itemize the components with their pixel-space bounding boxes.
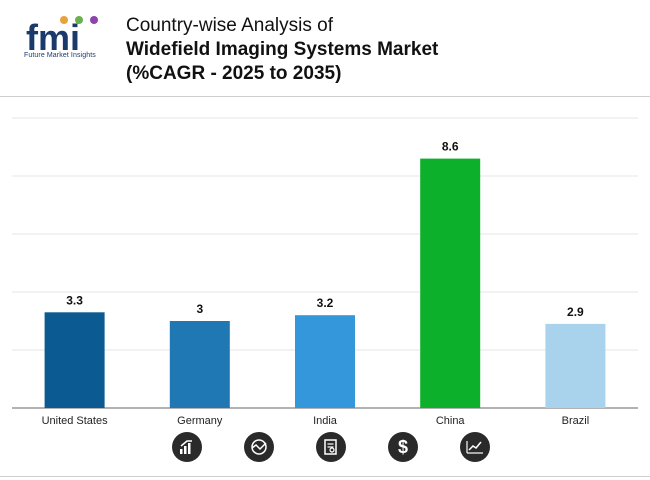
x-tick-label: China xyxy=(436,415,466,427)
footer-icons: $ xyxy=(0,432,650,472)
logo-text: fmi xyxy=(26,17,80,58)
trend-line-icon xyxy=(460,432,490,462)
data-label: 2.9 xyxy=(567,305,584,319)
growth-chart-icon xyxy=(172,432,202,462)
header-divider xyxy=(0,96,650,97)
data-label: 8.6 xyxy=(442,140,459,154)
data-label: 3 xyxy=(196,302,203,316)
bar-germany xyxy=(169,321,230,408)
report-search-icon xyxy=(316,432,346,462)
header: fmi Future Market Insights Country-wise … xyxy=(0,0,650,96)
title-line-1: Country-wise Analysis of xyxy=(126,15,333,36)
bar-india xyxy=(295,315,355,408)
x-tick-label: Germany xyxy=(177,415,223,427)
globe-chart-icon xyxy=(244,432,274,462)
x-tick-label: India xyxy=(313,415,338,427)
dollar-icon: $ xyxy=(388,432,418,462)
x-tick-label: United States xyxy=(42,415,109,427)
fmi-logo: fmi xyxy=(26,16,98,58)
logo-tagline: Future Market Insights xyxy=(24,52,96,59)
bar-united-states xyxy=(44,312,105,408)
bar-brazil xyxy=(545,323,606,408)
chart-title: Country-wise Analysis of Widefield Imagi… xyxy=(126,14,438,86)
x-tick-label: Brazil xyxy=(562,415,590,427)
data-label: 3.3 xyxy=(66,293,83,307)
bar-china xyxy=(420,158,481,408)
title-line-3: (%CAGR - 2025 to 2035) xyxy=(126,63,342,84)
title-line-2: Widefield Imaging Systems Market xyxy=(126,39,439,60)
svg-text:$: $ xyxy=(398,437,408,457)
data-label: 3.2 xyxy=(317,296,334,310)
footer-divider xyxy=(0,476,650,477)
bar-chart: 3.3 United States 3 Germany 3.2 India 8.6 China… xyxy=(12,117,638,427)
